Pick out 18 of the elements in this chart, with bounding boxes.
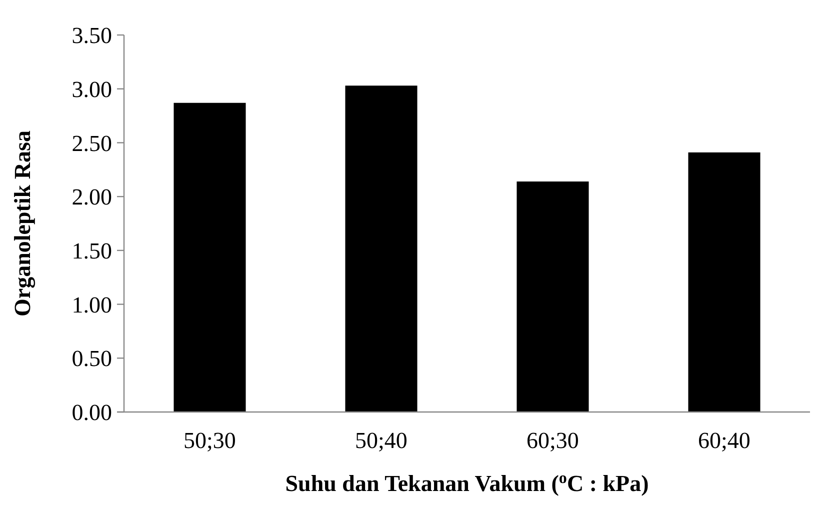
y-axis-title: Organoleptik Rasa	[10, 130, 36, 316]
x-tick-label: 60;30	[526, 428, 579, 453]
bar	[516, 181, 589, 412]
y-tick-label: 1.50	[72, 238, 112, 264]
y-tick-label: 1.00	[72, 292, 112, 318]
bar	[345, 86, 418, 412]
y-tick-label: 0.50	[72, 346, 112, 372]
bar	[174, 102, 246, 412]
x-tick-label: 60;40	[698, 428, 750, 453]
y-tick-label: 0.00	[72, 400, 112, 426]
x-axis-title: Suhu dan Tekanan Vakum ($^{o}$C : kPa)	[285, 470, 649, 496]
y-tick-label: 2.00	[72, 184, 112, 210]
y-tick-label: 3.00	[72, 76, 112, 102]
y-tick-label: 2.50	[72, 130, 112, 156]
bar	[688, 152, 760, 412]
y-tick-label: 3.50	[72, 23, 112, 48]
x-tick-label: 50;30	[184, 428, 236, 453]
x-tick-label: 50;40	[355, 428, 408, 453]
